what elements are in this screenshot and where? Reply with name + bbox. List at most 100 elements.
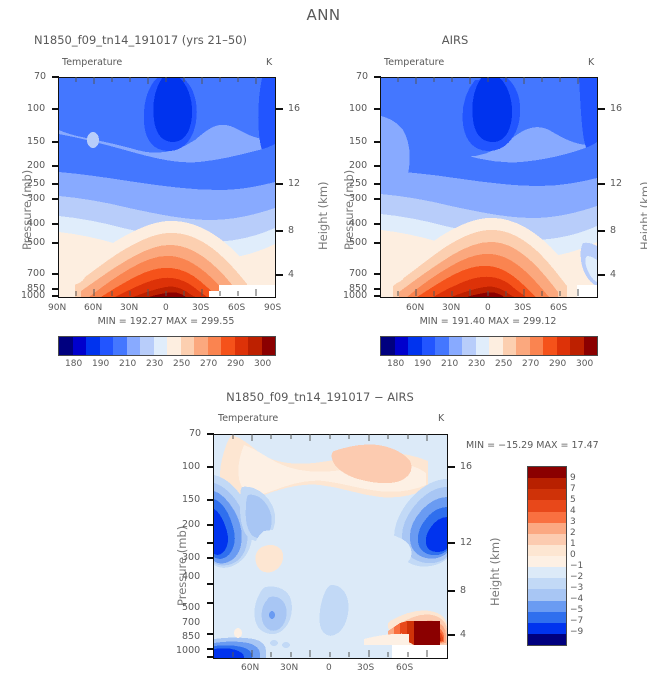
- cbar-model-label-6: 290: [227, 359, 245, 369]
- vbar-diff-label-10: −3: [570, 583, 584, 593]
- ytick-model-2: 150: [27, 136, 46, 147]
- xtick-obs-0: 60N: [406, 303, 425, 313]
- ytick-right-model-2: 8: [288, 225, 295, 236]
- ytick-right-obs-1: 12: [610, 178, 623, 189]
- ytick-obs-1: 100: [349, 103, 368, 114]
- figure-main-title: ANN: [306, 6, 341, 24]
- vbar-diff-label-1: 7: [570, 484, 576, 494]
- ytick-model-0: 70: [34, 71, 47, 82]
- cbar-model-label-4: 250: [173, 359, 191, 369]
- vbar-diff-label-5: 2: [570, 528, 576, 538]
- ytick-right-diff-2: 8: [460, 585, 467, 596]
- panel-obs-unit-label: K: [588, 57, 595, 68]
- panel-model-ytick-right-marks: [275, 108, 283, 276]
- ytick-diff-4: 300: [182, 552, 201, 563]
- panel-obs-title: AIRS: [441, 33, 469, 47]
- vbar-diff-label-6: 1: [570, 539, 576, 549]
- cbar-obs-label-3: 230: [468, 359, 486, 369]
- ytick-model-8: 700: [27, 268, 46, 279]
- panel-model-plot-frame: [58, 77, 276, 298]
- ytick-model-1: 100: [27, 103, 46, 114]
- ytick-obs-0: 70: [356, 71, 369, 82]
- panel-model-ylabel-right: Height (km): [316, 181, 330, 250]
- vbar-diff-label-8: −1: [570, 561, 584, 571]
- ytick-right-model-3: 4: [288, 269, 295, 280]
- ytick-obs-2: 150: [349, 136, 368, 147]
- ytick-right-diff-3: 4: [460, 629, 467, 640]
- cbar-obs-label-6: 290: [549, 359, 567, 369]
- xtick-diff-1: 30N: [280, 663, 299, 673]
- vbar-diff-label-7: 0: [570, 550, 576, 560]
- ytick-diff-9: 1000: [176, 645, 201, 656]
- ytick-diff-6: 500: [182, 602, 201, 613]
- ytick-model-6: 400: [27, 218, 46, 229]
- ytick-model-7: 500: [27, 237, 46, 248]
- cbar-model-label-7: 300: [254, 359, 272, 369]
- vbar-diff-label-2: 5: [570, 495, 576, 505]
- panel-obs-ytick-right-marks: [597, 108, 605, 276]
- panel-model-ytick-marks: [52, 76, 59, 297]
- ytick-obs-6: 400: [349, 218, 368, 229]
- panel-diff-plot-frame: [213, 434, 448, 659]
- panel-model-contours: [59, 78, 275, 297]
- panel-obs-stats: MIN = 191.40 MAX = 299.12: [419, 316, 557, 327]
- vbar-diff-label-4: 3: [570, 517, 576, 527]
- panel-model-var-label: Temperature: [62, 57, 123, 68]
- ytick-obs-4: 250: [349, 178, 368, 189]
- panel-diff-ytick-marks: [207, 433, 214, 658]
- cbar-obs-label-5: 270: [522, 359, 540, 369]
- cbar-obs-label-4: 250: [495, 359, 513, 369]
- ytick-diff-2: 150: [182, 494, 201, 505]
- xtick-diff-3: 30S: [357, 663, 375, 673]
- cbar-obs-label-1: 190: [414, 359, 432, 369]
- cbar-obs-label-2: 210: [441, 359, 459, 369]
- ytick-right-obs-0: 16: [610, 103, 623, 114]
- cbar-obs-label-7: 300: [576, 359, 594, 369]
- panel-obs-colorbar: [380, 336, 598, 356]
- ytick-right-model-0: 16: [288, 103, 301, 114]
- panel-diff-xtick-marks: [232, 434, 428, 657]
- xtick-model-3: 0: [163, 303, 169, 313]
- panel-model-unit-label: K: [266, 57, 273, 68]
- panel-diff-contours: [214, 435, 447, 658]
- vbar-diff-label-12: −5: [570, 605, 584, 615]
- ytick-diff-8: 850: [182, 631, 201, 642]
- ytick-diff-5: 400: [182, 571, 201, 582]
- panel-diff-ylabel: Pressure (mb): [175, 525, 189, 606]
- panel-diff-stats: MIN = −15.29 MAX = 17.47: [466, 440, 599, 451]
- panel-model-title: N1850_f09_tn14_191017 (yrs 21–50): [34, 33, 247, 47]
- vbar-diff-label-9: −2: [570, 572, 584, 582]
- vbar-diff-label-11: −4: [570, 594, 584, 604]
- cbar-model-label-0: 180: [65, 359, 83, 369]
- xtick-obs-2: 0: [485, 303, 491, 313]
- panel-obs-ytick-marks: [374, 76, 381, 297]
- ytick-right-model-1: 12: [288, 178, 301, 189]
- cbar-model-label-3: 230: [146, 359, 164, 369]
- xtick-diff-2: 0: [326, 663, 332, 673]
- xtick-diff-4: 60S: [396, 663, 414, 673]
- ytick-model-5: 300: [27, 193, 46, 204]
- ytick-obs-10: 1000: [343, 290, 368, 301]
- ytick-obs-8: 700: [349, 268, 368, 279]
- panel-diff-title: N1850_f09_tn14_191017 − AIRS: [226, 390, 414, 404]
- panel-model-xtick-marks: [75, 77, 257, 296]
- xtick-obs-4: 60S: [550, 303, 568, 313]
- ytick-right-diff-0: 16: [460, 461, 473, 472]
- panel-obs-plot-frame: [380, 77, 598, 298]
- xtick-model-6: 90S: [264, 303, 282, 313]
- xtick-model-4: 30S: [192, 303, 210, 313]
- panel-diff-ytick-right-marks: [447, 466, 455, 636]
- panel-diff-var-label: Temperature: [218, 413, 279, 424]
- ytick-obs-3: 200: [349, 160, 368, 171]
- ytick-model-4: 250: [27, 178, 46, 189]
- ytick-diff-1: 100: [182, 461, 201, 472]
- xtick-obs-1: 30N: [442, 303, 461, 313]
- xtick-model-2: 30N: [120, 303, 139, 313]
- xtick-model-5: 60S: [228, 303, 246, 313]
- ytick-right-obs-2: 8: [610, 225, 617, 236]
- panel-obs-contours: [381, 78, 597, 297]
- xtick-model-0: 90N: [48, 303, 67, 313]
- cbar-model-label-2: 210: [119, 359, 137, 369]
- panel-obs-var-label: Temperature: [384, 57, 445, 68]
- vbar-diff-label-13: −7: [570, 616, 584, 626]
